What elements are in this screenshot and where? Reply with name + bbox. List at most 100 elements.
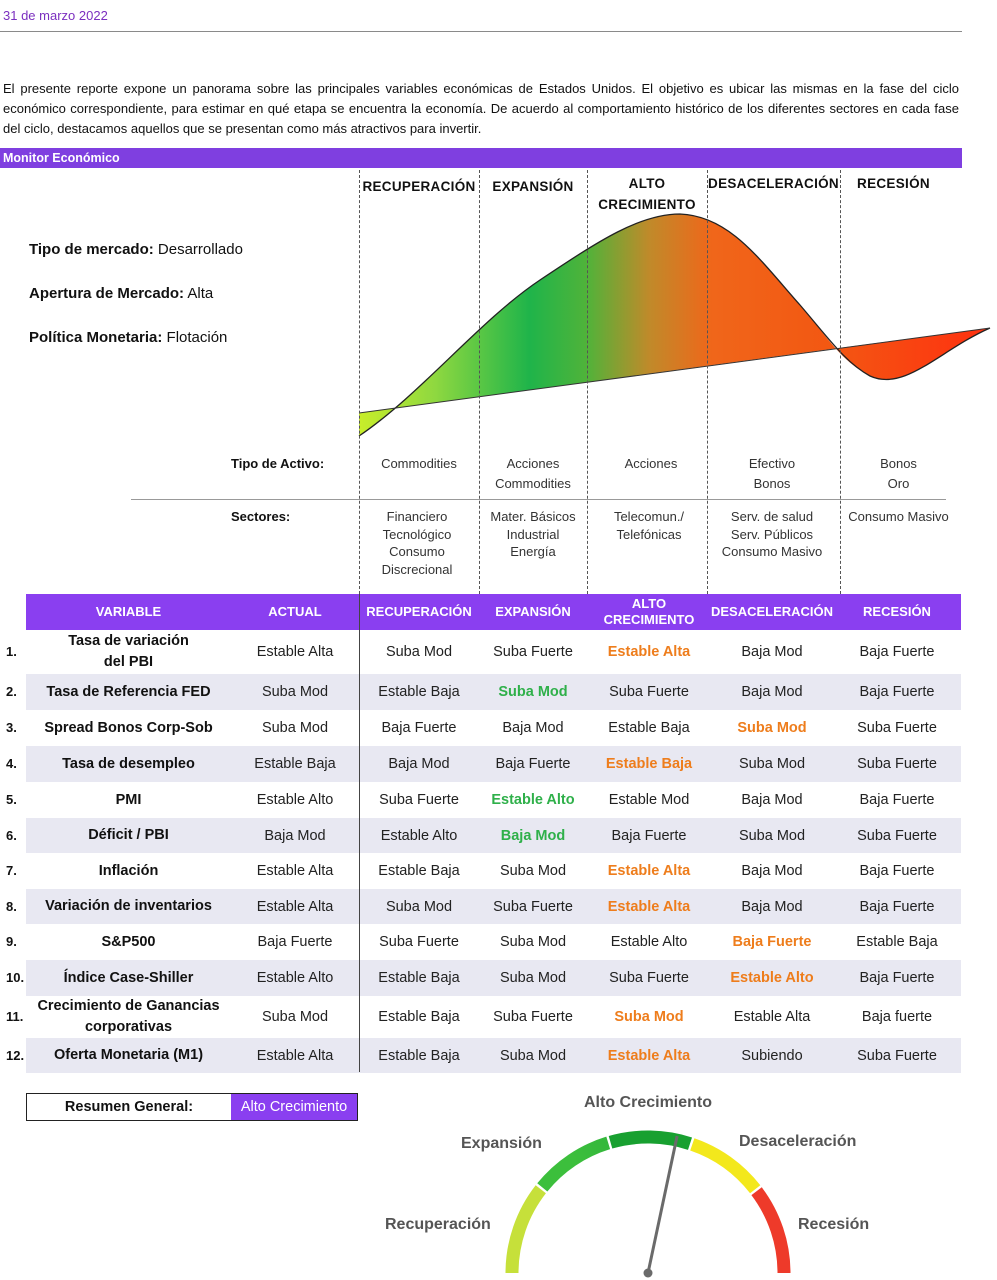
cell-actual: Estable Alta (256, 1047, 334, 1064)
row-number: 11. (6, 1009, 24, 1024)
cell-recesion: Suba Fuerte (857, 756, 937, 772)
cell-variable: Déficit / PBI (88, 827, 169, 843)
cell-alto-crecimiento: Estable Alta (607, 863, 691, 879)
cell-actual: Suba Mod (261, 1009, 329, 1025)
cell-variable: Índice Case-Shiller (63, 969, 194, 986)
cell-desaceleracion: Estable Alto (730, 970, 814, 986)
cell-recuperacion: Estable Baja (378, 970, 460, 986)
row-number: 5. (6, 792, 17, 807)
phase-divider (587, 170, 588, 594)
table-row: Spread Bonos Corp-Sob Suba Mod Baja Fuerte… (26, 710, 961, 746)
cell-recuperacion: Suba Fuerte (379, 934, 459, 950)
economic-cycle-curve (358, 213, 991, 437)
monetary-policy: Política Monetaria: Flotación (29, 329, 228, 346)
cell-expansion: Baja Mod (500, 827, 566, 844)
header-alto-crecimiento: ALTO CRECIMIENTO (603, 596, 695, 627)
cell-actual: Estable Alto (256, 970, 334, 986)
general-summary: Resumen General: Alto Crecimiento (26, 1093, 358, 1121)
cell-expansion: Suba Fuerte (493, 644, 573, 660)
row-number: 10. (6, 970, 25, 985)
cell-variable: Inflación (98, 862, 159, 879)
gauge-label-desaceleracion: Desaceleración (739, 1133, 857, 1150)
gauge-segment-alto-crecimiento (608, 1130, 693, 1150)
cell-variable: Crecimiento de Ganancias corporativas (37, 998, 220, 1035)
cell-variable: Spread Bonos Corp-Sob (44, 719, 213, 736)
row-number: 7. (6, 863, 17, 878)
cell-alto-crecimiento: Estable Baja (605, 756, 693, 772)
cell-recesion: Baja fuerte (861, 1009, 933, 1025)
cell-alto-crecimiento: Estable Alta (607, 644, 691, 660)
cell-desaceleracion: Baja Mod (741, 792, 803, 808)
row-number: 9. (6, 934, 17, 949)
cell-alto-crecimiento: Suba Fuerte (609, 684, 689, 700)
header-recuperacion: RECUPERACIÓN (366, 604, 472, 619)
cell-recuperacion: Suba Mod (385, 644, 453, 660)
cell-recuperacion: Estable Baja (378, 684, 460, 700)
summary-label: Resumen General: (64, 1099, 194, 1115)
cell-alto-crecimiento: Suba Fuerte (609, 970, 689, 986)
cell-alto-crecimiento: Estable Baja (608, 720, 690, 736)
cell-expansion: Baja Mod (502, 720, 564, 736)
cell-expansion: Baja Fuerte (495, 756, 571, 772)
cell-recuperacion: Baja Fuerte (381, 720, 457, 736)
cell-expansion: Estable Alto (491, 792, 575, 808)
cell-variable: Tasa de Referencia FED (46, 683, 211, 700)
table-vertical-separator (359, 594, 361, 1072)
cell-recuperacion: Estable Alto (380, 827, 458, 844)
cell-desaceleracion: Baja Mod (741, 684, 803, 700)
cell-variable: Variación de inventarios (45, 898, 212, 914)
cell-expansion: Suba Mod (499, 970, 567, 986)
table-row: Inflación Estable Alta Estable Baja Suba Mo… (26, 853, 961, 889)
gauge-segment-expansion (537, 1136, 611, 1192)
cell-alto-crecimiento: Estable Alta (607, 898, 691, 915)
gauge-pivot (643, 1268, 653, 1278)
row-number: 4. (6, 756, 17, 771)
table-row: PMI Estable Alto Suba Fuerte Estable Alto Es… (26, 782, 961, 818)
row-number: 6. (6, 827, 17, 843)
cell-desaceleracion: Subiendo (741, 1047, 803, 1064)
report-date: 31 de marzo 2022 (3, 8, 108, 23)
cell-recuperacion: Estable Baja (378, 863, 460, 879)
cell-actual: Estable Alta (256, 863, 334, 879)
monitor-title-bar: Monitor Económico (0, 148, 962, 168)
table-row: Índice Case-Shiller Estable Alto Estable B… (26, 960, 961, 996)
cell-expansion: Suba Mod (499, 934, 567, 950)
summary-value: Alto Crecimiento (231, 1094, 357, 1120)
phase-header-alto-crecimiento: ALTO CRECIMIENTO (598, 176, 696, 212)
gauge-needle (646, 1135, 679, 1274)
assets-sectors-divider (131, 499, 946, 500)
cell-expansion: Suba Fuerte (493, 1009, 573, 1025)
cell-alto-crecimiento: Suba Mod (614, 1009, 684, 1025)
table-row: Tasa de Referencia FED Suba Mod Estable Ba… (26, 674, 961, 710)
cell-alto-crecimiento: Estable Alta (607, 1047, 691, 1064)
table-row: Déficit / PBI Baja Mod Estable Alto Baja Mo… (26, 818, 961, 853)
cell-alto-crecimiento: Estable Mod (608, 792, 690, 808)
cell-recuperacion: Suba Fuerte (379, 792, 459, 808)
phase-divider (707, 170, 708, 594)
cell-actual: Suba Mod (261, 720, 329, 736)
cell-actual: Baja Fuerte (257, 934, 333, 950)
asset-recesion: Bonos Oro (880, 456, 917, 491)
gauge-segment-desaceleracion (690, 1138, 761, 1194)
sectors-label: Sectores: (231, 509, 291, 524)
cell-actual: Suba Mod (261, 684, 329, 700)
cell-variable: S&P500 (101, 933, 156, 950)
table-header: VARIABLE ACTUAL RECUPERACIÓN EXPANSIÓN A… (26, 594, 961, 630)
cell-recuperacion: Estable Baja (378, 1009, 460, 1025)
phase-divider (479, 170, 480, 594)
cell-recuperacion: Baja Mod (388, 756, 450, 772)
trend-line (358, 327, 991, 414)
cell-alto-crecimiento: Baja Fuerte (611, 827, 687, 844)
asset-recuperacion: Commodities (381, 456, 457, 471)
cell-variable: Tasa de variación del PBI (68, 633, 189, 670)
row-number: 1. (6, 644, 17, 659)
phase-header-recuperacion: RECUPERACIÓN (362, 179, 476, 194)
cell-actual: Estable Alta (256, 898, 334, 915)
cell-recesion: Estable Baja (856, 934, 938, 950)
asset-expansion: Acciones Commodities (495, 456, 571, 491)
table-row: Oferta Monetaria (M1) Estable Alta Estable… (26, 1038, 961, 1073)
sectors-alto: Telecomun./Telefónicas (613, 509, 685, 542)
row-number: 12. (6, 1047, 25, 1063)
row-number: 3. (6, 720, 17, 735)
cell-recesion: Suba Fuerte (857, 1047, 937, 1064)
